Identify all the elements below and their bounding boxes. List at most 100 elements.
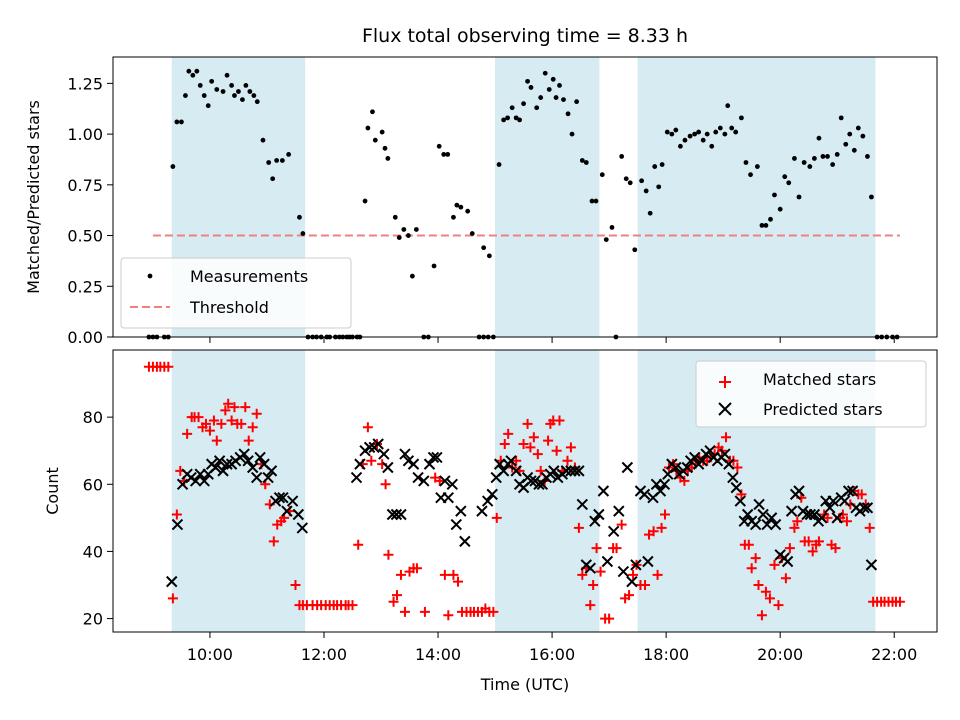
top-panel: Flux total observing time = 8.33 h 0.000… — [24, 25, 938, 347]
predicted-star-point — [781, 555, 794, 568]
y-tick-label: 0.75 — [67, 176, 103, 195]
measurement-point — [260, 137, 266, 143]
matched-star-point — [200, 418, 211, 429]
predicted-star-point — [865, 559, 878, 571]
matched-star-point — [588, 580, 599, 590]
predicted-star-point — [730, 481, 742, 494]
measurement-point — [777, 206, 783, 212]
measurement-point — [565, 111, 571, 117]
matched-star-point — [640, 580, 651, 590]
x-tick-label: 12:00 — [301, 645, 347, 664]
measurement-point — [486, 253, 492, 259]
matched-star-point — [366, 455, 377, 466]
matched-star-point — [439, 569, 450, 580]
predicted-star-point — [446, 478, 459, 490]
measurement-point — [190, 72, 196, 78]
measurement-point — [243, 83, 249, 88]
y-tick-label: 0.50 — [67, 227, 103, 246]
measurement-point — [855, 125, 861, 131]
measurement-point — [754, 164, 760, 169]
predicted-star-point — [395, 508, 407, 521]
measurement-point — [729, 125, 735, 131]
predicted-star-point — [749, 518, 762, 531]
predicted-star-point — [607, 525, 620, 537]
matched-star-point — [595, 566, 606, 577]
predicted-star-point — [688, 451, 701, 464]
matched-star-point — [780, 573, 791, 584]
predicted-star-point — [238, 448, 250, 460]
predicted-star-point — [250, 471, 263, 484]
measurement-point — [501, 117, 507, 123]
measurement-point — [677, 143, 683, 149]
measurement-point — [240, 97, 245, 103]
predicted-star-point — [861, 502, 874, 514]
y-tick-label: 80 — [83, 408, 103, 427]
predicted-star-point — [808, 508, 821, 521]
predicted-star-point — [842, 485, 855, 497]
matched-star-point — [562, 455, 573, 466]
measurement-point — [700, 137, 706, 143]
measurement-point — [627, 180, 633, 186]
matched-star-point — [362, 422, 373, 433]
bottom-panel: 20 40 60 80 10:00 12:00 14:00 16:00 18:00 20:00 2… — [43, 349, 938, 694]
measurement-point — [431, 263, 437, 269]
matched-star-point — [648, 526, 659, 537]
matched-star-point — [656, 522, 667, 533]
matched-star-point — [193, 412, 204, 423]
matched-star-point — [894, 596, 905, 607]
matched-star-point — [573, 522, 584, 533]
x-tick-label: 16:00 — [529, 645, 575, 664]
matched-star-point — [220, 405, 231, 416]
predicted-star-point — [510, 465, 522, 477]
predicted-star-point — [617, 565, 630, 578]
matched-star-point — [679, 475, 690, 486]
measurement-point — [170, 164, 176, 169]
measurement-point — [609, 225, 615, 230]
matched-star-point — [628, 569, 639, 580]
measurement-point — [796, 194, 802, 200]
predicted-star-point — [642, 555, 654, 568]
measurement-point — [365, 125, 371, 131]
measurement-point — [392, 214, 398, 220]
measurement-point — [599, 172, 605, 178]
predicted-star-point — [621, 461, 634, 474]
measurement-point — [623, 176, 629, 182]
measurement-point — [270, 176, 276, 182]
matched-star-point — [522, 418, 533, 429]
x-tick-label: 14:00 — [415, 645, 461, 664]
predicted-star-point — [584, 562, 597, 574]
predicted-star-point — [816, 512, 828, 524]
measurement-point — [379, 129, 385, 135]
matched-star-point — [736, 489, 747, 500]
predicted-star-point — [296, 522, 309, 534]
matched-star-point — [204, 425, 215, 436]
matched-star-point — [268, 536, 279, 547]
predicted-star-point — [350, 471, 363, 484]
legend-matched-label: Matched stars — [763, 370, 876, 389]
measurement-point — [186, 68, 192, 74]
matched-star-point — [807, 546, 818, 557]
predicted-star-point — [486, 488, 498, 501]
measurement-point — [772, 192, 777, 198]
measurement-point — [574, 99, 580, 105]
predicted-star-point — [719, 448, 731, 460]
measurement-point — [838, 115, 844, 121]
matched-star-point — [616, 519, 627, 530]
predicted-star-point — [858, 502, 870, 514]
measurement-point — [232, 93, 237, 98]
x-tick-label: 20:00 — [757, 645, 803, 664]
measurement-point — [370, 109, 375, 115]
bottom-y-ticks: 20 40 60 80 — [83, 408, 113, 629]
matched-star-point — [864, 522, 875, 533]
predicted-star-point — [734, 495, 746, 507]
top-axes-frame — [112, 56, 938, 338]
predicted-star-point — [831, 512, 843, 524]
bottom-x-ticks: 10:00 12:00 14:00 16:00 18:00 20:00 22:00 — [187, 632, 917, 664]
matched-star-point — [388, 596, 399, 607]
matched-star-point — [764, 593, 775, 604]
predicted-star-point — [166, 575, 178, 588]
matched-star-point — [743, 539, 754, 550]
legend-threshold-label: Threshold — [189, 298, 269, 317]
matched-star-point — [652, 569, 663, 580]
bottom-y-axis-label: Count — [43, 467, 62, 515]
